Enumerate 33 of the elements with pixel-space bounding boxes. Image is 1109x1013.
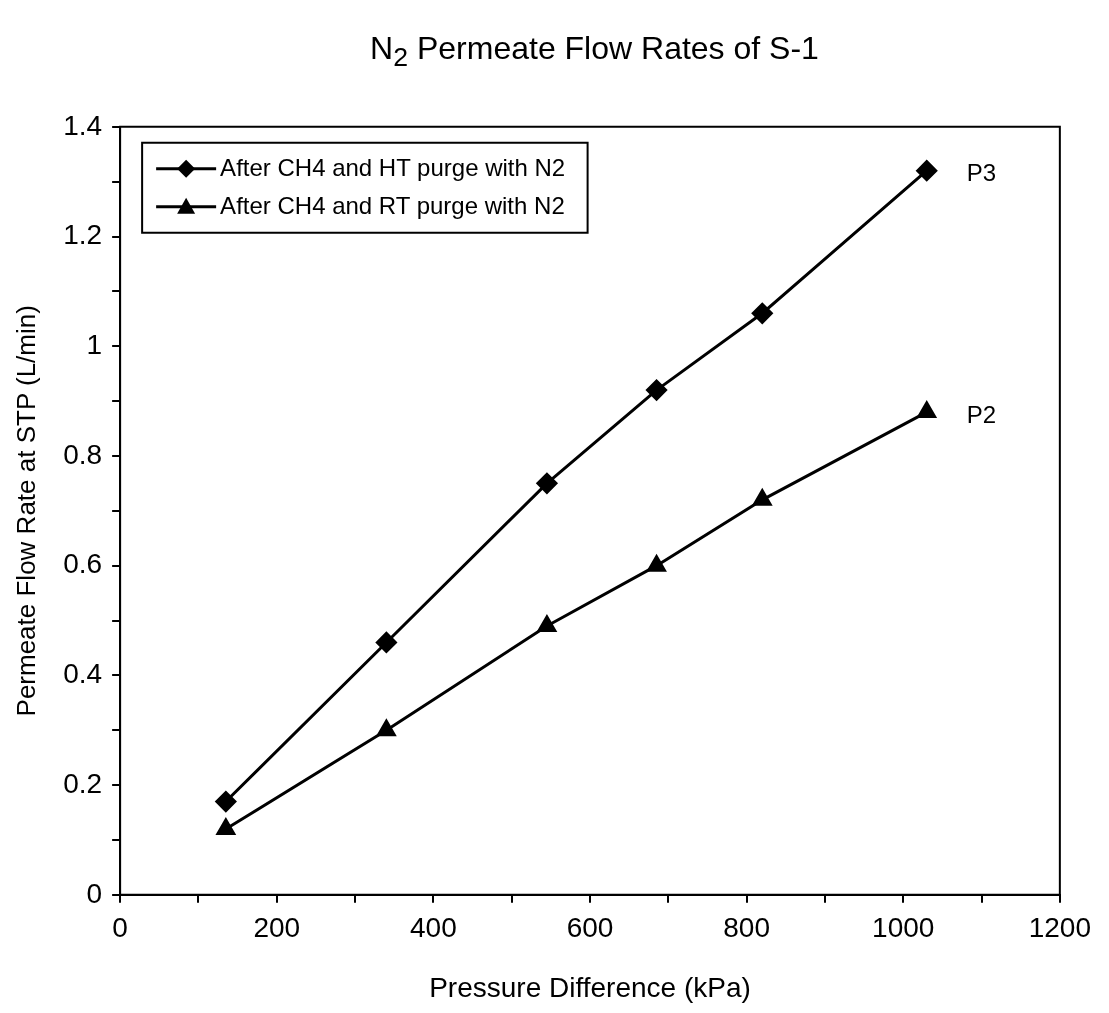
y-tick-label: 0.8 xyxy=(63,438,103,470)
point xyxy=(536,472,558,494)
x-tick-label: 1000 xyxy=(872,912,935,944)
y-axis-title: Permeate Flow Rate at STP (L/min) xyxy=(10,305,41,717)
annotation: P2 xyxy=(966,400,997,428)
point xyxy=(646,379,668,401)
point xyxy=(752,489,772,506)
y-tick-label: 1.2 xyxy=(63,219,103,251)
y-tick-label: 0.6 xyxy=(63,548,103,580)
x-tick-label: 1200 xyxy=(1028,912,1091,944)
y-tick-label: 0.4 xyxy=(63,658,103,690)
legend-label: After CH4 and HT purge with N2 xyxy=(220,154,566,182)
y-tick-label: 0 xyxy=(86,877,103,909)
point xyxy=(917,401,937,419)
point xyxy=(537,615,557,632)
chart-title: N$_{2}$ Permeate Flow Rates of S-1 xyxy=(369,29,820,75)
y-tick-label: 0.2 xyxy=(63,767,103,799)
point xyxy=(216,818,236,835)
y-tick-label: 1 xyxy=(86,328,103,360)
point xyxy=(751,302,773,324)
x-axis-title: Pressure Difference (kPa) xyxy=(429,971,751,1003)
x-tick-label: 600 xyxy=(566,912,614,944)
y-tick-label: 1.4 xyxy=(63,109,103,141)
x-tick-label: 400 xyxy=(410,912,457,944)
point xyxy=(916,160,938,182)
point xyxy=(647,555,666,572)
x-tick-label: 0 xyxy=(112,912,128,944)
point xyxy=(377,719,396,737)
legend-label: After CH4 and RT purge with N2 xyxy=(220,192,565,220)
x-tick-label: 800 xyxy=(723,912,770,944)
x-tick-label: 200 xyxy=(253,912,301,944)
point xyxy=(375,631,397,653)
annotation: P3 xyxy=(966,159,997,187)
